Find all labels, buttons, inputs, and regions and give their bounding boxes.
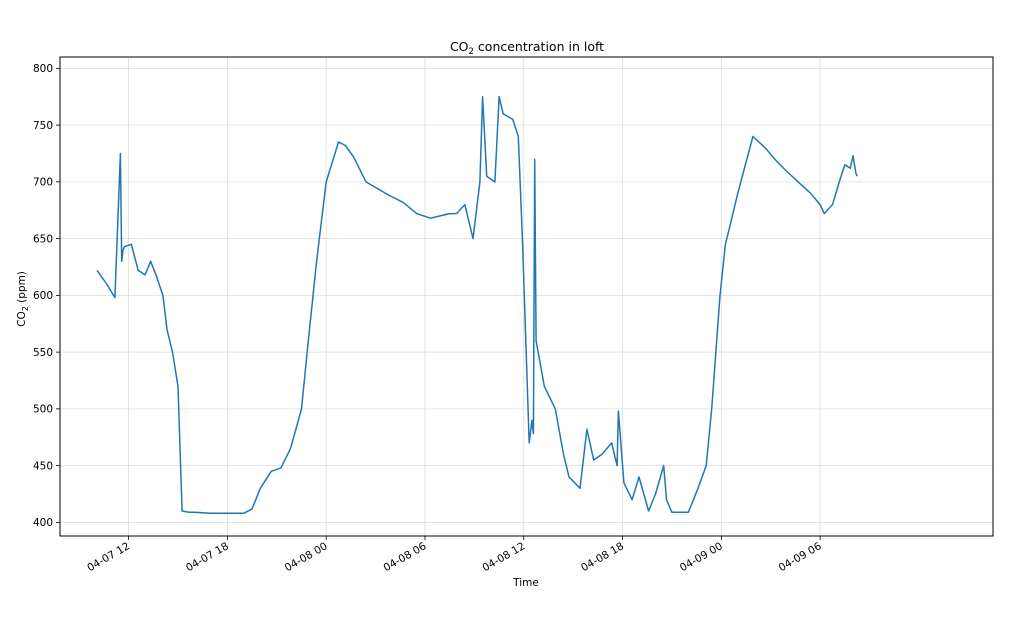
y-axis-label-rest: (ppm) [16,271,28,306]
y-tick-label: 450 [33,460,53,472]
chart-title-main: CO [450,39,469,54]
y-tick-label: 750 [33,120,53,132]
y-tick-label: 550 [33,347,53,359]
x-tick-label: 04-09 00 [678,540,725,574]
chart-title-subscript: 2 [469,47,474,57]
x-tick-label: 04-08 12 [480,540,527,574]
x-tick-label: 04-08 18 [579,540,626,574]
y-tick-label: 800 [33,63,53,75]
y-axis-label-main: CO [16,311,28,327]
x-axis-label: Time [512,577,539,589]
x-tick-label: 04-08 00 [283,540,330,574]
y-tick-label: 700 [33,177,53,189]
grid-lines [60,57,993,536]
y-axis-ticks: 400 450 500 550 600 650 700 750 800 [33,63,60,529]
y-tick-label: 400 [33,517,53,529]
y-axis-label-subscript: 2 [21,306,30,311]
y-tick-label: 500 [33,404,53,416]
chart-title: CO2 concentration in loft [450,39,604,57]
x-axis-ticks: 04-07 12 04-07 18 04-08 00 04-08 06 04-08 12… [85,536,824,574]
x-tick-label: 04-07 12 [85,540,132,574]
y-tick-label: 650 [33,233,53,245]
plot-area-frame [59,56,994,537]
co2-series-line [96,95,858,515]
x-tick-label: 04-09 06 [777,540,824,574]
x-tick-label: 04-08 06 [382,540,429,574]
y-axis-label: CO2 (ppm) [16,271,30,327]
y-tick-label: 600 [33,290,53,302]
chart-title-rest: concentration in loft [474,39,604,54]
series-layer [96,95,858,515]
x-tick-label: 04-07 18 [184,540,231,574]
